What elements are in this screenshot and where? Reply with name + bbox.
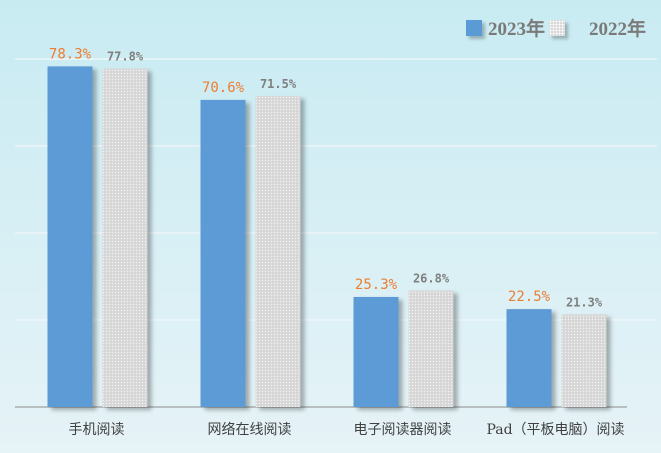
bar-2022: [255, 95, 301, 407]
bar-2022: [408, 290, 454, 407]
data-label: 78.3%: [49, 46, 92, 62]
x-tick-label: 电子阅读器阅读: [354, 421, 452, 438]
legend-swatch-2023: [466, 19, 482, 36]
data-label: 70.6%: [202, 80, 245, 96]
legend: 2023年 2022年: [466, 14, 646, 41]
x-tick-label: 手机阅读: [69, 421, 125, 438]
x-tick-label: 网络在线阅读: [208, 421, 292, 438]
data-label: 22.5%: [508, 289, 551, 305]
bar-2022: [561, 314, 607, 407]
data-label: 25.3%: [355, 277, 398, 293]
x-tick-label: Pad（平板电脑）阅读: [486, 421, 624, 438]
data-label: 71.5%: [260, 77, 297, 91]
legend-swatch-2022: [549, 19, 566, 36]
bar-2023: [506, 309, 552, 407]
bar-2023: [47, 66, 93, 408]
bar-2022: [102, 68, 148, 407]
data-label: 77.8%: [107, 50, 144, 64]
legend-label-2023: 2023年: [488, 19, 546, 40]
data-label: 26.8%: [413, 271, 450, 285]
bar-2023: [353, 296, 399, 407]
bar-2023: [200, 99, 246, 407]
legend-label-2022: 2022年: [589, 19, 647, 40]
data-label: 21.3%: [566, 295, 603, 309]
